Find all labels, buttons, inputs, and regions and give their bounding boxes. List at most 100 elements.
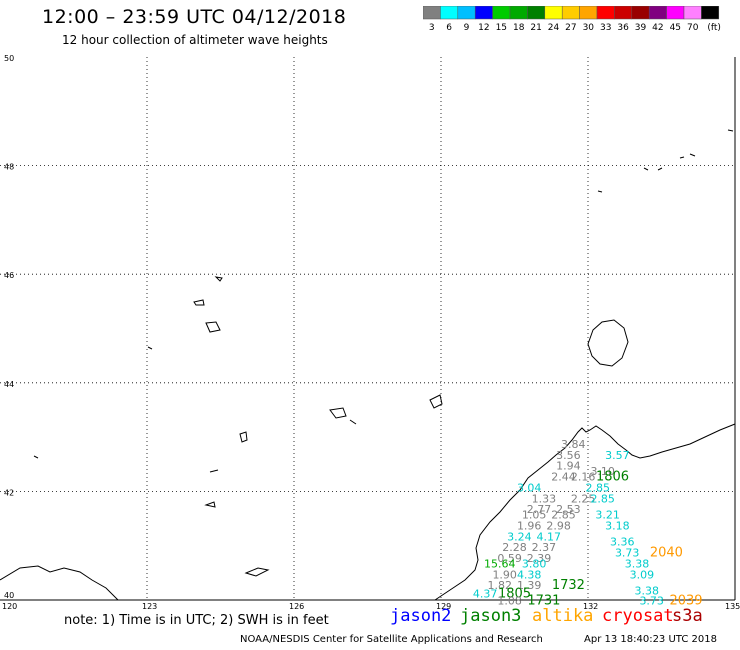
satellite-label-cryosat: cryosat [602,606,674,626]
pass-time-label: 1805 [498,586,531,601]
color-scale-label: 21 [530,23,541,33]
wave-height-value: 4.17 [537,530,562,543]
island [214,276,223,282]
island [657,167,663,171]
color-scale-label: 70 [687,23,699,33]
wave-height-value: 2.44 [551,471,576,484]
satellite-label-altika: altika [532,606,594,626]
wave-height-value: 3.84 [561,438,586,451]
island [329,407,347,419]
lon-tick-label: 129 [436,602,451,610]
wave-height-value: 2.85 [590,492,615,505]
color-scale-label: 27 [565,23,576,33]
satellite-label-jason2: jason2 [390,606,452,626]
color-swatch [701,6,720,20]
wave-height-value: 3.24 [507,530,532,543]
wave-height-value: 1.39 [517,579,542,592]
wave-height-value: 3.10 [590,465,615,478]
color-scale-label: 6 [446,23,452,33]
wave-height-value: 1.94 [556,460,581,473]
color-scale-legend: 3 6 9 12 15 18 21 24 27 30 33 36 39 42 45 70 (ft) [423,6,721,33]
southwest-landmass [0,565,119,601]
color-scale-label: 39 [635,23,647,33]
island [597,190,603,193]
color-scale-label: 9 [464,23,470,33]
wave-height-value: 3.80 [522,557,547,570]
color-scale-label: 42 [652,23,663,33]
wave-height-value: 3.04 [517,481,542,494]
wave-height-value: 3.73 [639,594,664,607]
axis-labels: 120 123 126 129 132 135 50 48 46 44 42 40 [2,54,740,610]
wave-height-value: 3.56 [556,449,581,462]
wave-height-value: 2.85 [551,509,576,522]
wave-height-value: 3.18 [605,519,630,532]
satellite-label-jason3: jason3 [460,606,522,626]
wave-height-value: 4.38 [517,568,542,581]
wave-height-value: 2.28 [502,541,527,554]
satellite-label-s3a: s3a [672,606,703,626]
lat-tick-label: 50 [4,54,14,63]
units-note: note: 1) Time is in UTC; 2) SWH is in fe… [64,613,329,628]
wave-height-value: 2.37 [532,541,557,554]
island [204,501,216,508]
coastline [0,129,736,601]
wave-height-value: 3.38 [635,585,660,598]
island [193,299,205,306]
wave-height-value: 3.73 [615,547,640,560]
color-scale-label: 12 [478,23,489,33]
page-subtitle: 12 hour collection of altimeter wave hei… [62,33,328,47]
color-scale-label: 30 [583,23,595,33]
pass-time-label: 1732 [552,578,585,593]
island [209,469,219,473]
wave-height-value: 1.90 [492,568,517,581]
lat-tick-label: 40 [4,591,14,600]
lon-tick-label: 123 [142,602,157,610]
wave-height-value: 2.98 [546,519,571,532]
lat-tick-label: 44 [4,380,14,389]
wave-height-value: 3.38 [625,557,650,570]
island [689,153,696,157]
wave-height-value: 2.16 [571,471,596,484]
island [727,129,734,132]
wave-height-value: 1.96 [517,519,542,532]
page-title: 12:00 – 23:59 UTC 04/12/2018 [42,6,347,28]
lon-tick-label: 126 [289,602,304,610]
pass-time-label: 1731 [527,593,560,608]
credit-text: NOAA/NESDIS Center for Satellite Applica… [240,634,543,645]
lon-tick-label: 135 [725,602,740,610]
wave-height-value: 4.37 [473,587,498,600]
color-scale-label: (ft) [707,23,721,33]
pass-time-label: 2039 [669,593,702,608]
wave-height-value: 2.53 [556,503,581,516]
island [33,455,39,459]
lat-tick-label: 48 [4,163,14,172]
wave-height-value: 1.05 [522,509,547,522]
color-scale-label: 18 [513,23,525,33]
wave-height-value: 1.82 [488,579,513,592]
wave-height-value: 3.36 [610,536,635,549]
mainland-coastline [434,423,736,601]
lat-lon-gridlines [0,57,736,601]
island [239,431,248,443]
lon-tick-label: 120 [2,602,17,610]
island [643,167,649,171]
wave-height-value: 3.09 [630,568,655,581]
color-scale-label: 24 [548,23,560,33]
island [429,394,443,409]
color-scale-label: 45 [670,23,681,33]
wave-height-value: 2.77 [527,503,552,516]
color-scale-label: 15 [496,23,507,33]
lat-tick-label: 46 [4,271,14,280]
wave-height-value: 3.21 [595,509,620,522]
island [244,567,270,577]
lon-tick-label: 132 [583,602,598,610]
island [349,419,357,425]
wave-height-value: 2.85 [586,481,611,494]
wave-height-value: 2.25 [571,492,596,505]
color-scale-label: 3 [429,23,435,33]
wave-height-value: 2.39 [527,552,552,565]
color-scale-label: 36 [617,23,629,33]
wave-height-value: 0.59 [497,552,522,565]
